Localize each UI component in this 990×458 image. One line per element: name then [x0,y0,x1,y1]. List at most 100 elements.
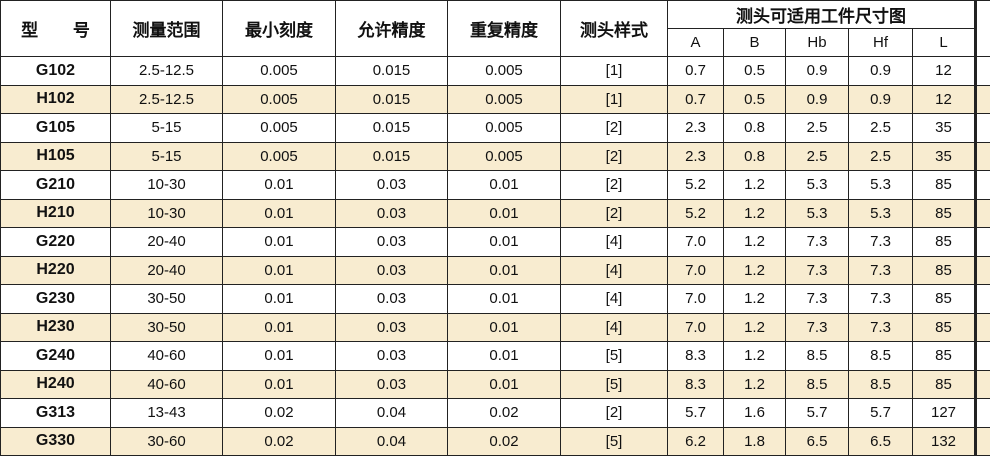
cell: 5.3 [785,170,849,200]
cell: 1.2 [723,284,786,314]
edge-cell [974,369,990,399]
cell: 5.3 [848,170,913,200]
cell: 35 [911,141,977,171]
edge-cell [974,113,990,143]
cell: 0.01 [222,170,336,200]
cell: 5.3 [848,198,913,228]
cell: 85 [911,170,977,200]
cell: 30-50 [110,284,223,314]
cell: 0.03 [335,170,448,200]
model-cell: H105 [0,141,111,171]
cell: 0.03 [335,198,448,228]
cell: 5.2 [667,198,724,228]
sub-header: Hb [785,28,849,57]
cell: 0.9 [848,84,913,114]
table-row: H210 10-30 0.01 0.03 0.01 [2] 5.2 1.2 5.3 5.3 85 [0,198,990,228]
edge-cell [974,255,990,285]
cell: 0.5 [723,56,786,86]
model-cell: G102 [0,56,111,86]
table-row: G240 40-60 0.01 0.03 0.01 [5] 8.3 1.2 8.5 8.5 85 [0,341,990,371]
cell: 8.5 [848,341,913,371]
cell: 85 [911,255,977,285]
cell: 127 [911,398,977,428]
cell: [5] [560,369,668,399]
edge-cell [974,284,990,314]
cell: 1.6 [723,398,786,428]
cell: 2.5 [785,113,849,143]
cell: 5.2 [667,170,724,200]
cell: 132 [911,426,977,456]
cell: 0.03 [335,312,448,342]
cell: 6.2 [667,426,724,456]
cell: 0.01 [447,170,561,200]
table-row: G220 20-40 0.01 0.03 0.01 [4] 7.0 1.2 7.3 7.3 85 [0,227,990,257]
cell: 0.9 [785,56,849,86]
cell: 0.01 [222,198,336,228]
cell: 1.2 [723,227,786,257]
cell: 1.2 [723,170,786,200]
cell: [2] [560,113,668,143]
cell: 85 [911,227,977,257]
model-cell: G210 [0,170,111,200]
cell: 7.0 [667,227,724,257]
edge-cell [974,341,990,371]
cell: 85 [911,341,977,371]
cell: [2] [560,198,668,228]
cell: 85 [911,284,977,314]
cell: 8.5 [785,369,849,399]
cell: 0.01 [222,312,336,342]
model-cell: G220 [0,227,111,257]
cell: 5.3 [785,198,849,228]
cell: 30-60 [110,426,223,456]
table-row: G230 30-50 0.01 0.03 0.01 [4] 7.0 1.2 7.3 7.3 85 [0,284,990,314]
cell: 0.01 [447,312,561,342]
cell: 7.3 [848,284,913,314]
cell: [2] [560,170,668,200]
cell: 13-43 [110,398,223,428]
model-cell: H102 [0,84,111,114]
cell: 0.015 [335,56,448,86]
cell: 0.005 [222,113,336,143]
edge-cell [974,312,990,342]
cell: 12 [911,84,977,114]
cell: 1.2 [723,369,786,399]
cell: [4] [560,227,668,257]
table-row: H102 2.5-12.5 0.005 0.015 0.005 [1] 0.7 0.5 0.9 0… [0,84,990,114]
model-cell: H240 [0,369,111,399]
cell: 0.02 [447,398,561,428]
cell: [2] [560,141,668,171]
table-row: H230 30-50 0.01 0.03 0.01 [4] 7.0 1.2 7.3 7.3 85 [0,312,990,342]
cell: 0.005 [447,56,561,86]
cell: 0.01 [447,198,561,228]
cell: 5.7 [848,398,913,428]
cell: 0.005 [447,141,561,171]
cell: 85 [911,312,977,342]
cell: [5] [560,341,668,371]
cell: 0.015 [335,113,448,143]
cell: 0.01 [447,341,561,371]
cell: 0.04 [335,426,448,456]
cell: 20-40 [110,255,223,285]
table-row: G330 30-60 0.02 0.04 0.02 [5] 6.2 1.8 6.5 6.5 132 [0,426,990,456]
table-row: H220 20-40 0.01 0.03 0.01 [4] 7.0 1.2 7.3 7.3 85 [0,255,990,285]
edge-cell [974,198,990,228]
table-row: H240 40-60 0.01 0.03 0.01 [5] 8.3 1.2 8.5 8.5 85 [0,369,990,399]
column-header: 测头样式 [560,0,668,57]
cell: 7.0 [667,284,724,314]
cell: 0.005 [447,113,561,143]
cell: 0.005 [447,84,561,114]
cell: 0.01 [447,255,561,285]
cell: 1.2 [723,255,786,285]
model-cell: G330 [0,426,111,456]
column-header: 型 号 [0,0,111,57]
cell: 10-30 [110,198,223,228]
cell: [5] [560,426,668,456]
cell: 7.3 [848,312,913,342]
cell: 0.005 [222,84,336,114]
cell: 5.7 [667,398,724,428]
cell: 0.015 [335,84,448,114]
model-cell: H220 [0,255,111,285]
cell: 1.2 [723,312,786,342]
model-cell: G105 [0,113,111,143]
